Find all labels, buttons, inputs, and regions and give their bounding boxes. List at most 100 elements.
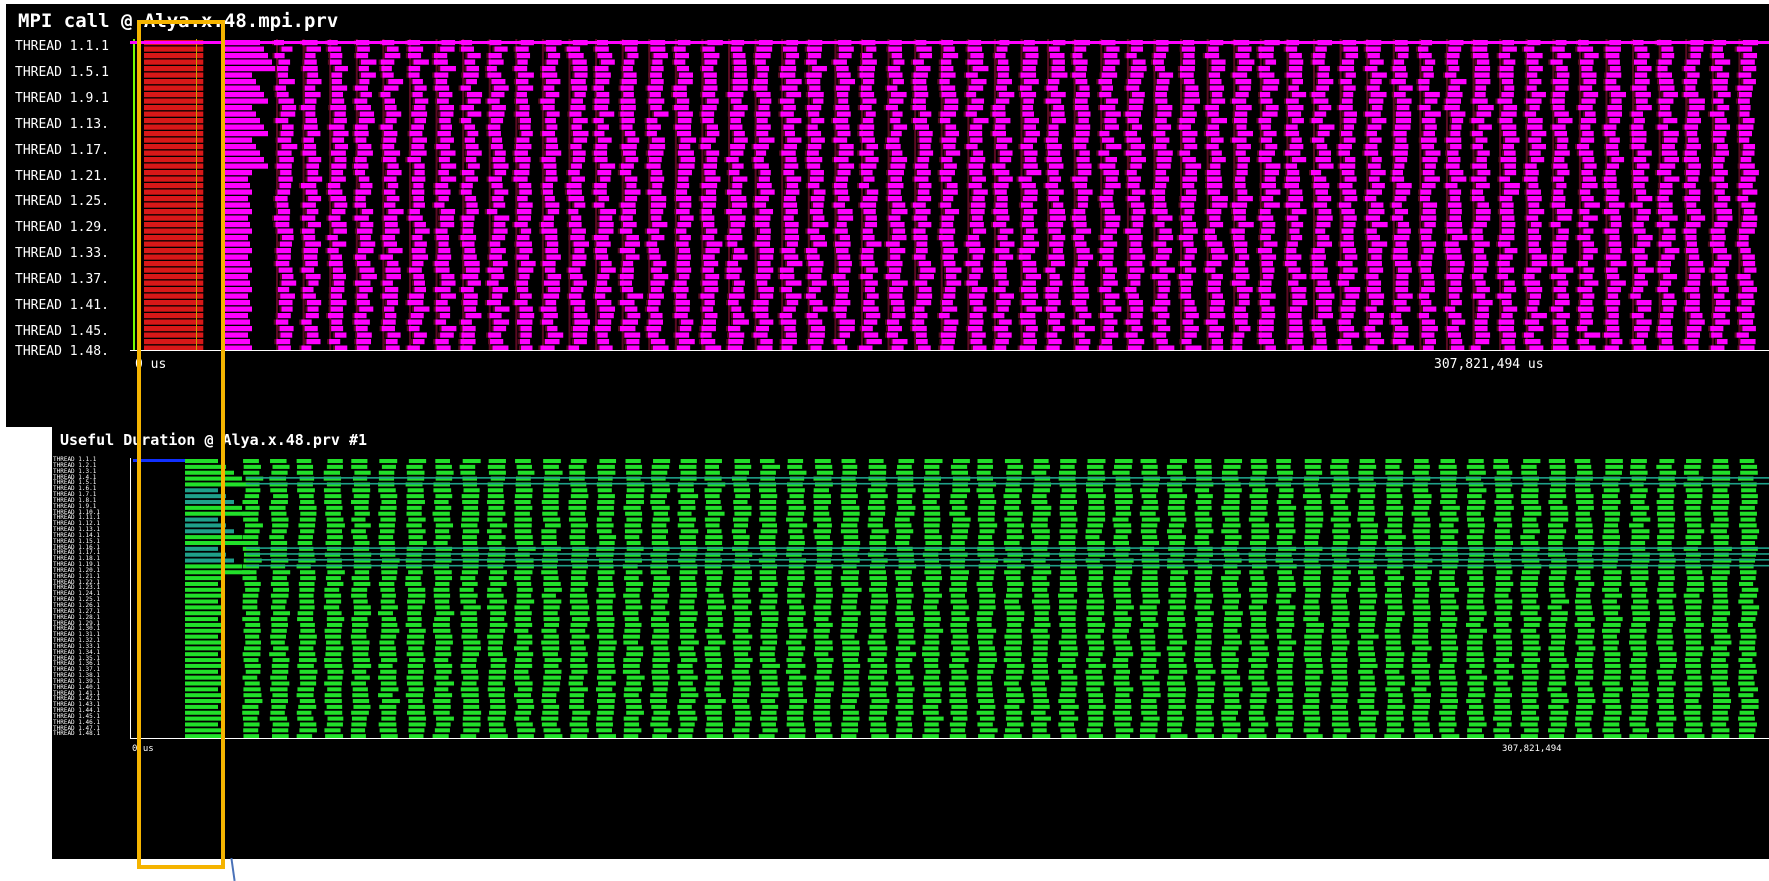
wait-segment — [1449, 118, 1452, 124]
wait-segment — [595, 137, 598, 143]
wait-segment — [617, 248, 620, 254]
wait-segment — [1362, 326, 1365, 332]
mpi-call-segment — [222, 287, 252, 293]
mpi-call-segment — [1311, 137, 1325, 143]
wait-segment — [1548, 306, 1551, 312]
wait-segment — [331, 228, 334, 234]
wait-segment — [1497, 66, 1500, 72]
wait-segment — [1023, 131, 1026, 137]
wait-segment — [1338, 241, 1341, 247]
wait-segment — [513, 98, 516, 104]
wait-segment — [1236, 222, 1239, 228]
mpi-call-segment — [784, 163, 799, 169]
wait-segment — [1021, 163, 1024, 169]
mpi-call-segment — [1185, 85, 1199, 91]
mpi-call-segment — [547, 53, 561, 59]
wait-segment — [971, 189, 974, 195]
mpi-call-segment — [519, 163, 530, 169]
mpi-call-segment — [1105, 157, 1117, 163]
wait-segment — [572, 319, 575, 325]
mpi-call-segment — [835, 85, 850, 91]
wait-segment — [942, 105, 945, 111]
mpi-call-segment — [1449, 209, 1462, 215]
mpi-call-segment — [328, 124, 345, 130]
wait-segment — [407, 293, 410, 299]
mpi-call-segment — [518, 72, 534, 78]
mpi-call-segment — [599, 313, 614, 319]
mpi-call-segment — [1264, 176, 1276, 182]
wait-segment — [1103, 332, 1106, 338]
wait-segment — [1390, 254, 1393, 260]
mpi-call-segment — [1423, 202, 1438, 208]
wait-segment — [886, 72, 889, 78]
mpi-call-segment — [1424, 222, 1436, 228]
mpi-call-segment — [757, 261, 771, 267]
mpi-call-segment — [919, 137, 932, 143]
mpi-call-segment — [677, 150, 694, 156]
mpi-call-segment — [1049, 241, 1064, 247]
wait-segment — [1020, 59, 1023, 65]
init-mpi-call-segment — [144, 66, 204, 72]
wait-segment — [1552, 131, 1555, 137]
wait-segment — [751, 144, 754, 150]
mpi-call-segment — [733, 105, 748, 111]
mpi-call-segment — [1524, 111, 1537, 117]
mpi-call-segment — [1157, 280, 1171, 286]
wait-segment — [1258, 235, 1261, 241]
wait-segment — [970, 176, 973, 182]
mpi-call-segment — [279, 241, 292, 247]
wait-segment — [1363, 46, 1366, 52]
wait-segment — [731, 280, 734, 286]
mpi-call-segment — [1394, 163, 1405, 169]
mpi-call-segment — [995, 202, 1008, 208]
wait-segment — [489, 183, 492, 189]
mpi-call-segment — [892, 202, 906, 208]
wait-segment — [625, 137, 628, 143]
wait-segment — [543, 79, 546, 85]
wait-segment — [1073, 241, 1076, 247]
wait-segment — [460, 326, 463, 332]
wait-segment — [889, 280, 892, 286]
mpi-call-segment — [571, 215, 582, 221]
mpi-call-segment — [913, 254, 926, 260]
wait-segment — [911, 235, 914, 241]
wait-segment — [409, 189, 412, 195]
wait-segment — [857, 131, 860, 137]
mpi-call-segment — [998, 92, 1015, 98]
mpi-call-segment — [888, 46, 902, 52]
mpi-call-segment — [414, 170, 425, 176]
mpi-call-segment — [999, 157, 1012, 163]
mpi-call-segment — [281, 46, 293, 52]
mpi-call-segment — [305, 241, 322, 247]
mpi-call-segment — [649, 92, 661, 98]
wait-segment — [861, 209, 864, 215]
wait-segment — [329, 72, 332, 78]
wait-segment — [1128, 72, 1131, 78]
wait-column — [568, 39, 571, 351]
mpi-call-segment — [941, 137, 957, 143]
mpi-call-segment — [1287, 241, 1298, 247]
wait-segment — [1420, 170, 1423, 176]
wait-segment — [359, 209, 362, 215]
mpi-call-segment — [756, 183, 772, 189]
mpi-call-timeline[interactable] — [130, 39, 1769, 351]
wait-segment — [1419, 144, 1422, 150]
mpi-call-segment — [464, 306, 477, 312]
wait-segment — [1102, 59, 1105, 65]
wait-segment — [1256, 339, 1259, 345]
mpi-call-segment — [1179, 72, 1194, 78]
mpi-call-segment — [545, 150, 562, 156]
wait-segment — [1125, 183, 1128, 189]
wait-segment — [911, 215, 914, 221]
wait-segment — [1229, 202, 1232, 208]
mpi-call-segment — [1451, 124, 1462, 130]
wait-segment — [1153, 98, 1156, 104]
mpi-call-segment — [1446, 59, 1459, 65]
mpi-call-segment — [566, 189, 582, 195]
mpi-call-segment — [1582, 131, 1594, 137]
wait-segment — [830, 274, 833, 280]
mpi-call-segment — [1345, 72, 1356, 78]
mpi-call-segment — [1370, 170, 1386, 176]
mpi-call-segment — [1525, 170, 1539, 176]
wait-column — [1180, 39, 1183, 351]
